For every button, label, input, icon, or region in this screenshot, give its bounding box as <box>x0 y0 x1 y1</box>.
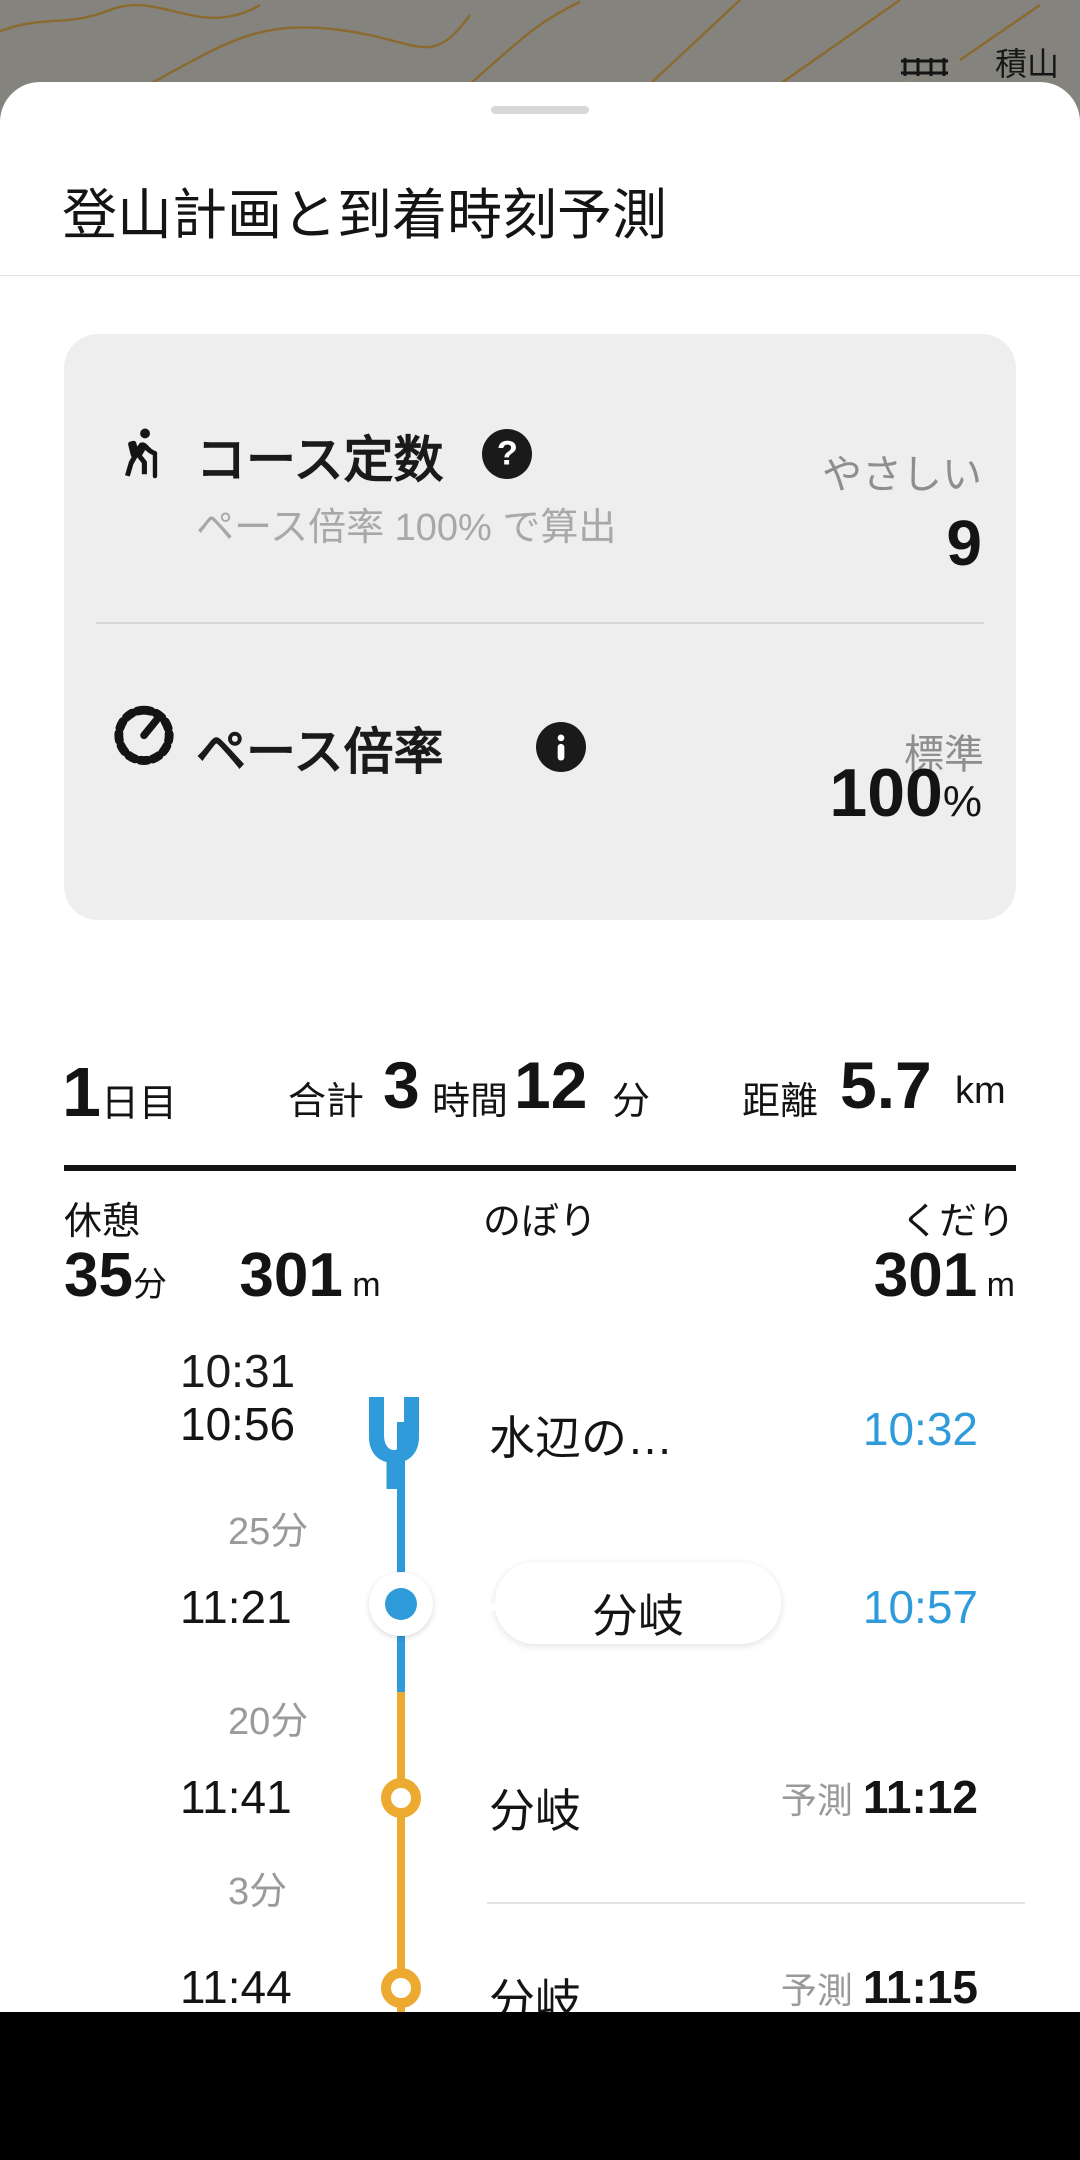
svg-text:積山: 積山 <box>995 46 1059 82</box>
